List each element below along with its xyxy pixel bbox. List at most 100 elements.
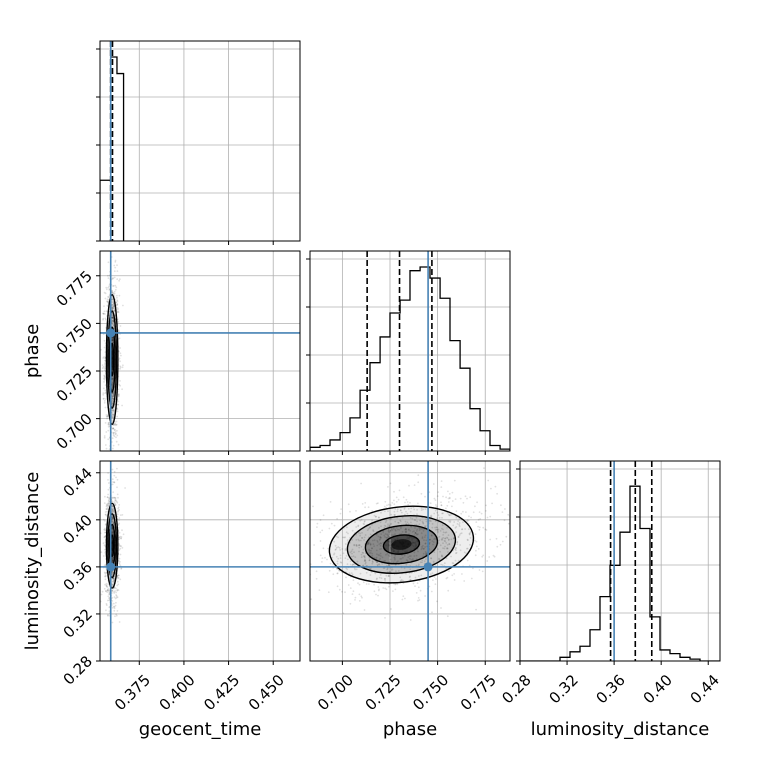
sample-point [106, 508, 108, 510]
sample-point [391, 529, 394, 531]
sample-point [104, 572, 107, 575]
sample-point [111, 395, 114, 398]
sample-point [117, 583, 120, 586]
sample-point [106, 417, 108, 420]
sample-point [413, 508, 416, 511]
sample-point [413, 519, 416, 521]
sample-point [403, 508, 406, 510]
sample-point [116, 429, 118, 432]
sample-point [406, 550, 408, 553]
sample-point [108, 453, 110, 455]
sample-point [401, 516, 404, 519]
sample-point [402, 548, 404, 551]
sample-point [276, 545, 278, 547]
sample-point [394, 558, 396, 561]
sample-point [100, 593, 103, 596]
sample-point [357, 531, 360, 534]
sample-point [103, 346, 106, 349]
sample-point [112, 323, 115, 326]
sample-point [101, 367, 104, 370]
contours-geocent_time-phase [105, 294, 119, 426]
sample-point [112, 393, 114, 396]
sample-point [469, 537, 472, 539]
sample-point [107, 425, 110, 428]
sample-point [116, 493, 119, 496]
sample-point [119, 547, 122, 550]
sample-point [321, 561, 323, 563]
sample-point [111, 542, 114, 545]
sample-point [112, 319, 115, 322]
sample-point [111, 316, 114, 319]
sample-point [359, 519, 362, 522]
sample-point [118, 294, 121, 297]
sample-point [118, 562, 120, 564]
sample-point [365, 583, 368, 585]
sample-point [407, 543, 409, 546]
sample-point [106, 496, 109, 499]
sample-point [515, 555, 517, 557]
sample-point [444, 545, 446, 548]
sample-point [409, 501, 411, 504]
sample-point [379, 548, 381, 550]
sample-point [111, 577, 114, 580]
sample-point [119, 380, 121, 382]
sample-point [393, 550, 395, 552]
sample-point [117, 321, 120, 323]
sample-point [111, 299, 114, 301]
sample-point [117, 403, 119, 406]
sample-point [111, 437, 114, 440]
sample-point [414, 541, 417, 544]
sample-point [478, 526, 481, 529]
sample-point [405, 498, 408, 501]
sample-point [111, 416, 114, 419]
sample-point [448, 543, 451, 545]
sample-point [363, 560, 366, 562]
sample-point [408, 528, 410, 531]
sample-point [103, 587, 106, 590]
sample-point [477, 518, 480, 521]
sample-point [408, 484, 410, 487]
sample-point [332, 573, 335, 576]
sample-point [424, 542, 427, 545]
sample-point [106, 414, 109, 417]
sample-point [111, 556, 114, 559]
sample-point [112, 285, 115, 287]
sample-point [430, 520, 432, 522]
sample-point [461, 528, 463, 531]
sample-point [440, 501, 442, 504]
sample-point [448, 514, 451, 517]
sample-point [351, 593, 354, 595]
sample-point [111, 549, 114, 552]
sample-point [351, 552, 353, 555]
sample-point [451, 505, 453, 508]
sample-point [340, 561, 343, 564]
sample-point [113, 410, 116, 412]
sample-point [361, 551, 364, 554]
sample-point [115, 613, 118, 616]
sample-point [108, 593, 111, 596]
sample-point [116, 311, 119, 314]
sample-point [113, 413, 115, 416]
sample-point [489, 538, 492, 541]
panel-frame [309, 460, 511, 662]
sample-point [104, 574, 107, 577]
sample-point [100, 551, 103, 554]
sample-point [335, 548, 337, 551]
sample-point [446, 547, 448, 549]
sample-point [97, 340, 99, 342]
sample-point [111, 583, 113, 586]
sample-point [465, 511, 467, 513]
sample-point [119, 384, 122, 387]
sample-point [453, 521, 456, 523]
x-tick-label-phase: 0.700 [314, 671, 357, 714]
sample-point [391, 502, 394, 504]
sample-point [445, 577, 448, 580]
sample-point [450, 555, 452, 558]
sample-point [386, 504, 388, 507]
sample-point [424, 525, 427, 528]
sample-point [111, 323, 114, 325]
sample-point [113, 513, 116, 516]
sample-point [345, 531, 348, 534]
sample-point [112, 277, 114, 279]
sample-point [455, 551, 458, 554]
